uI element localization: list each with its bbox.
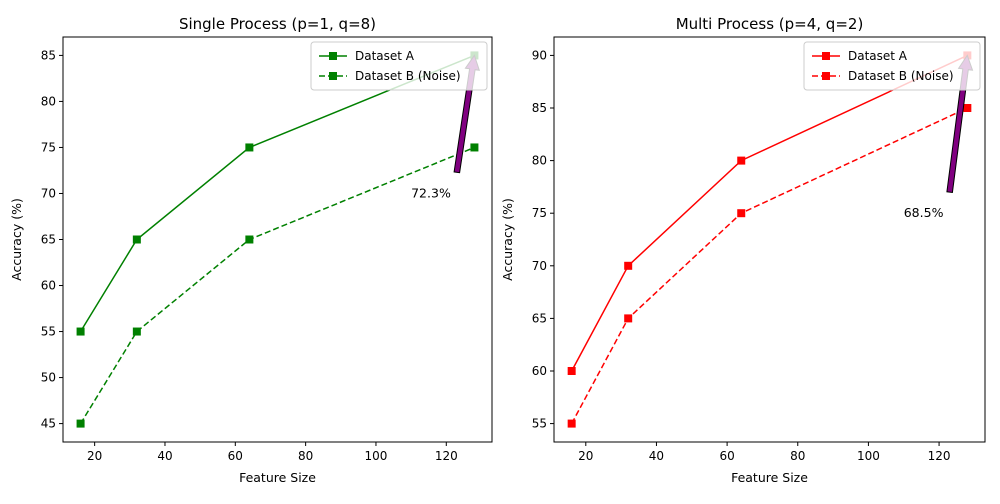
x-tick-label: 40 — [649, 449, 664, 463]
y-tick-label: 60 — [532, 364, 547, 378]
y-tick-label: 60 — [41, 279, 56, 293]
x-tick-label: 100 — [365, 449, 388, 463]
data-point — [76, 419, 85, 428]
legend: Dataset A Dataset B (Noise) — [803, 41, 981, 91]
legend-box — [310, 41, 488, 91]
legend-swatch-marker — [822, 72, 830, 80]
legend-swatch-marker — [822, 52, 830, 60]
series-line-1 — [571, 54, 968, 372]
y-tick-label: 65 — [532, 311, 547, 325]
x-tick-label: 60 — [228, 449, 243, 463]
y-tick-label: 70 — [532, 259, 547, 273]
x-tick-label: 20 — [578, 449, 593, 463]
y-tick-label: 55 — [532, 417, 547, 431]
legend: Dataset A Dataset B (Noise) — [310, 41, 488, 91]
legend-entry-label: Dataset A — [355, 49, 415, 63]
annotation-label: 72.3% — [411, 185, 451, 200]
chart-panel-1: Single Process (p=1, q=8) 20 40 60 80 100 120 4… — [9, 15, 493, 485]
annotation-label: 68.5% — [904, 205, 944, 220]
y-tick-label: 90 — [532, 48, 547, 62]
x-tick-label: 60 — [719, 449, 734, 463]
data-point — [132, 327, 141, 336]
plot-frame — [62, 36, 493, 443]
chart-title: Single Process (p=1, q=8) — [179, 15, 376, 33]
legend-entry-label: Dataset B (Noise) — [848, 69, 954, 83]
y-tick-label: 85 — [532, 101, 547, 115]
chart-panel-2: Multi Process (p=4, q=2) 20 40 60 80 100 120 55… — [500, 15, 986, 485]
data-point — [737, 209, 746, 218]
data-point — [624, 314, 633, 323]
y-tick-label: 75 — [41, 140, 56, 154]
data-point — [245, 235, 254, 244]
x-tick-label: 120 — [928, 449, 951, 463]
legend-swatch-marker — [329, 72, 337, 80]
x-tick-label: 120 — [435, 449, 458, 463]
data-point — [76, 327, 85, 336]
y-tick-label: 80 — [532, 154, 547, 168]
data-point — [567, 419, 576, 428]
data-point — [470, 143, 479, 152]
y-tick-label: 55 — [41, 325, 56, 339]
x-axis-label: Feature Size — [239, 470, 316, 485]
y-tick-label: 50 — [41, 371, 56, 385]
x-tick-label: 20 — [87, 449, 102, 463]
chart-title: Multi Process (p=4, q=2) — [676, 15, 864, 33]
data-point — [737, 156, 746, 165]
y-tick-label: 80 — [41, 94, 56, 108]
series-line-1 — [79, 54, 475, 332]
x-tick-label: 80 — [298, 449, 313, 463]
data-point — [132, 235, 141, 244]
y-axis-label: Accuracy (%) — [9, 198, 24, 281]
series-line-2 — [79, 146, 475, 424]
data-point — [567, 366, 576, 375]
legend-swatch-marker — [329, 52, 337, 60]
x-axis-label: Feature Size — [731, 470, 808, 485]
legend-box — [803, 41, 981, 91]
y-tick-label: 70 — [41, 186, 56, 200]
legend-entry-label: Dataset A — [848, 49, 908, 63]
series-line-2 — [571, 107, 968, 424]
x-tick-label: 80 — [790, 449, 805, 463]
y-axis-label: Accuracy (%) — [500, 198, 515, 281]
x-tick-label: 100 — [857, 449, 880, 463]
y-tick-label: 85 — [41, 48, 56, 62]
data-point — [963, 104, 972, 113]
data-point — [245, 143, 254, 152]
legend-entry-label: Dataset B (Noise) — [355, 69, 461, 83]
x-tick-label: 40 — [157, 449, 172, 463]
data-point — [624, 261, 633, 270]
y-tick-label: 45 — [41, 417, 56, 431]
plot-frame — [553, 36, 986, 443]
y-tick-label: 65 — [41, 233, 56, 247]
y-tick-label: 75 — [532, 206, 547, 220]
